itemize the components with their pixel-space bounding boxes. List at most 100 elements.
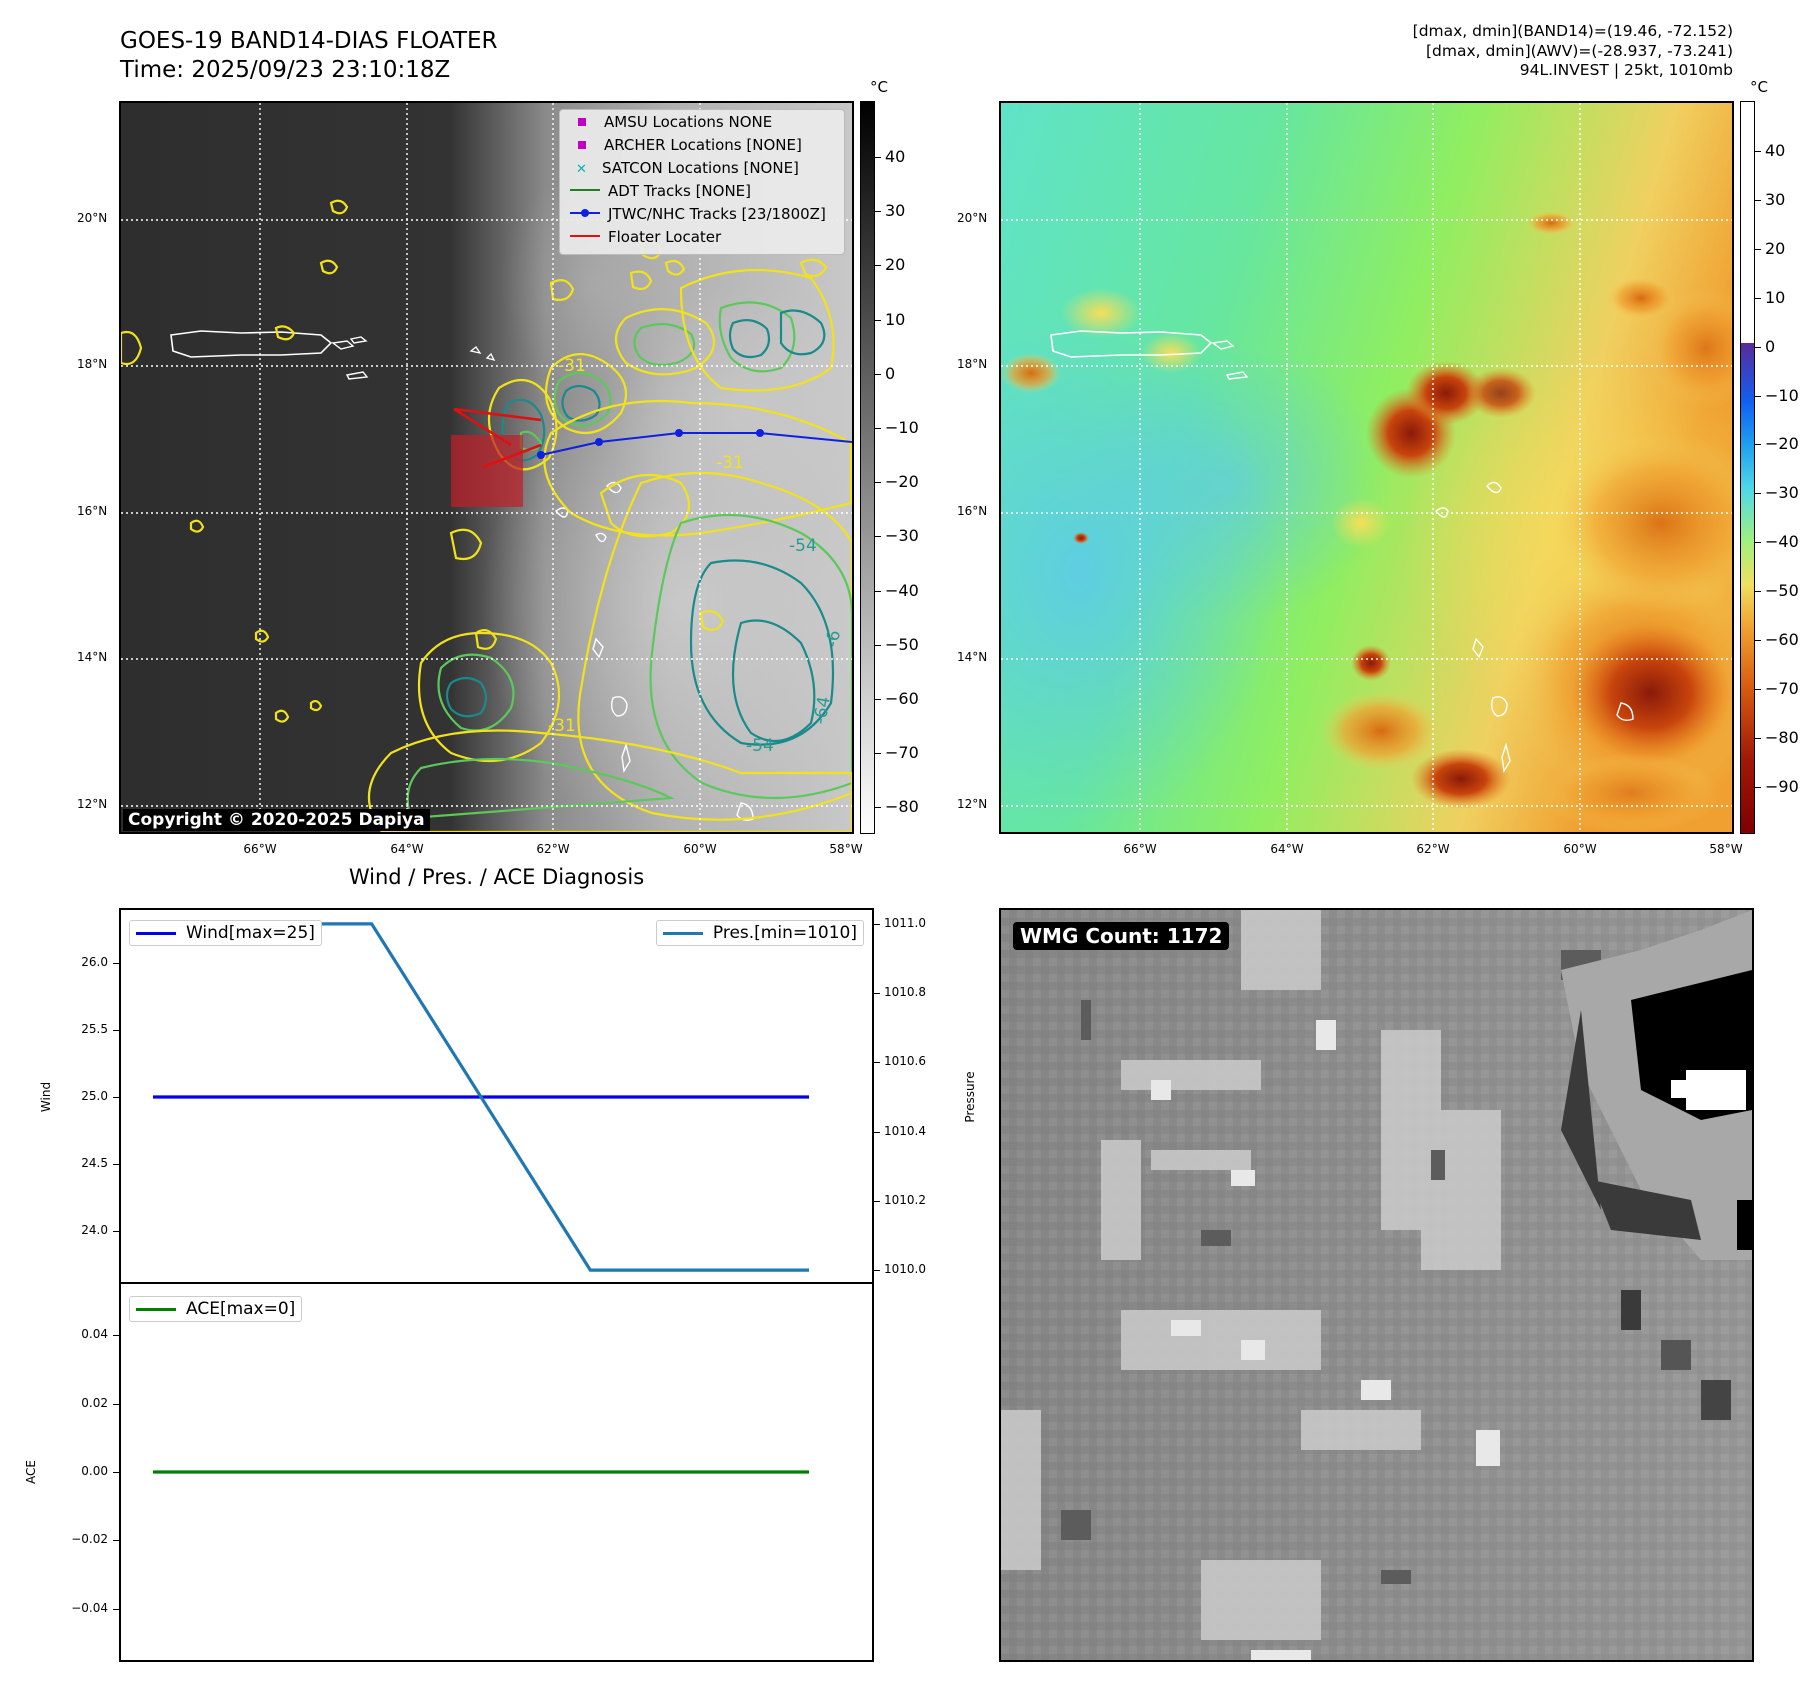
wind-legend: Wind[max=25] [129, 920, 322, 946]
legend-item-adt: ADT Tracks [NONE] [570, 182, 751, 200]
awv-map-layer [1001, 103, 1732, 832]
lon-label-64w-right: 64°W [1270, 842, 1304, 856]
pressure-axis-tick-label: 1010.8 [884, 985, 926, 1000]
lon-label-60w-right: 60°W [1563, 842, 1597, 856]
ace-line [153, 1470, 809, 1474]
awv-colorbar-tick-label: 30 [1765, 189, 1786, 209]
figure-title: GOES-19 BAND14-DIAS FLOATER Time: 2025/0… [120, 27, 498, 85]
lat-label-14n: 14°N [77, 650, 108, 664]
awv-colorbar-tick-label: −80 [1765, 727, 1799, 747]
wind-axis-tick-mark [113, 1163, 119, 1165]
lat-label-20n-right: 20°N [957, 211, 988, 225]
ace-axis-tick-label: 0.04 [81, 1327, 108, 1342]
ir-colorbar-tick-label: −70 [885, 743, 919, 763]
lon-label-64w: 64°W [390, 842, 424, 856]
awv-colorbar-tick-mark [1755, 688, 1761, 690]
wind-pressure-lines [153, 922, 809, 1272]
lon-label-62w: 62°W [536, 842, 570, 856]
ace-plot[interactable]: ACE[max=0] [119, 1282, 874, 1662]
line-dot-marker-icon [570, 209, 600, 217]
pressure-axis-tick-mark [874, 1200, 880, 1202]
ir-colorbar-tick-label: −80 [885, 797, 919, 817]
ir-colorbar-tick-mark [875, 590, 881, 592]
x-marker-icon: ✕ [576, 162, 587, 177]
ir-colorbar-tick-label: −50 [885, 634, 919, 654]
ir-colorbar-tick-mark [875, 211, 881, 213]
contour-label-5: -64 [810, 695, 835, 726]
awv-colorbar-tick-mark [1755, 640, 1761, 641]
awv-colorbar-tick-label: −90 [1765, 776, 1799, 796]
awv-colorbar-tick-mark [1755, 444, 1761, 446]
ir-colorbar [860, 101, 875, 834]
awv-colorbar-tick-mark [1755, 591, 1761, 593]
ir-satellite-map[interactable]: -31 -31 -31 -54 -54 -64 -6 AMSU Location… [119, 101, 854, 834]
legend-item-amsu: AMSU Locations NONE [570, 113, 772, 131]
ir-colorbar-tick-mark [875, 319, 881, 321]
wind-axis-tick-label: 26.0 [81, 955, 108, 970]
ir-colorbar-tick-mark [875, 644, 881, 646]
awv-colorbar-tick-mark [1755, 297, 1761, 299]
ir-colorbar-tick-mark [875, 373, 881, 375]
wind-axis-tick-mark [113, 1230, 119, 1232]
ir-colorbar-tick-label: −40 [885, 580, 919, 600]
info-awv-range: [dmax, dmin](AWV)=(-28.937, -73.241) [1426, 41, 1733, 60]
storm-info: [dmax, dmin](BAND14)=(19.46, -72.152) [d… [1413, 22, 1733, 81]
awv-colorbar-tick-mark [1755, 786, 1761, 788]
awv-colorbar-tick-label: −30 [1765, 483, 1799, 503]
pressure-axis-label: Pressure [963, 1071, 977, 1123]
pressure-axis-tick-label: 1011.0 [884, 915, 926, 930]
lat-label-16n-right: 16°N [957, 504, 988, 518]
ace-axis-tick-mark [113, 1335, 119, 1337]
legend-item-floater: Floater Locater [570, 228, 721, 246]
left-colorbar-unit: °C [870, 78, 888, 96]
wmg-count-label: WMG Count: 1172 [1013, 922, 1230, 950]
pressure-axis-tick-mark [874, 993, 880, 995]
ir-colorbar-tick-mark [875, 428, 881, 429]
wind-axis-tick-mark [113, 963, 119, 965]
lon-label-60w: 60°W [683, 842, 717, 856]
line-marker-icon [136, 931, 176, 935]
ir-colorbar-tick-mark [875, 482, 881, 484]
ir-colorbar-tick-label: 0 [885, 363, 896, 383]
pressure-axis-tick-label: 1010.6 [884, 1054, 926, 1069]
wind-pressure-plot[interactable]: Wind[max=25] Pres.[min=1010] [119, 908, 874, 1286]
awv-colorbar-tick-label: −40 [1765, 532, 1799, 552]
contour-label-1: -31 [558, 356, 586, 376]
awv-colorbar-tick-label: 20 [1765, 238, 1786, 258]
title-line-time: Time: 2025/09/23 23:10:18Z [120, 57, 451, 83]
legend-item-jtwc: JTWC/NHC Tracks [23/1800Z] [570, 205, 826, 223]
legend-item-archer: ARCHER Locations [NONE] [570, 136, 802, 154]
ace-axis-tick-label: −0.04 [71, 1600, 108, 1615]
lat-label-12n-right: 12°N [957, 797, 988, 811]
ace-axis-label: ACE [24, 1460, 38, 1484]
awv-satellite-map[interactable] [999, 101, 1734, 834]
title-line-satellite: GOES-19 BAND14-DIAS FLOATER [120, 28, 498, 54]
line-marker-icon [662, 931, 703, 935]
square-marker-icon [578, 118, 586, 126]
awv-colorbar-tick-mark [1755, 199, 1761, 201]
ir-colorbar-tick-label: −10 [885, 418, 919, 437]
contour-label-7: -31 [548, 716, 576, 736]
ace-axis-tick-mark [113, 1540, 119, 1542]
lon-label-66w-right: 66°W [1123, 842, 1157, 856]
line-marker-icon [570, 189, 600, 191]
ace-axis-tick-label: −0.02 [71, 1532, 108, 1547]
wmg-image-panel[interactable]: WMG Count: 1172 [999, 908, 1754, 1662]
awv-colorbar-tick-label: −70 [1765, 678, 1799, 698]
ir-colorbar-tick-mark [875, 753, 881, 755]
awv-colorbar-tick-mark [1755, 395, 1761, 397]
pressure-axis-tick-label: 1010.4 [884, 1123, 926, 1138]
ace-axis-tick-mark [113, 1472, 119, 1473]
pressure-legend: Pres.[min=1010] [655, 920, 864, 946]
lat-label-12n: 12°N [77, 797, 108, 811]
contour-label-6: -6 [822, 629, 845, 649]
map-legend: AMSU Locations NONE ARCHER Locations [NO… [559, 109, 845, 255]
diagnosis-title: Wind / Pres. / ACE Diagnosis [348, 865, 645, 889]
ir-colorbar-tick-label: 30 [885, 201, 906, 221]
awv-colorbar-tick-label: 40 [1765, 141, 1786, 160]
awv-colorbar-tick-mark [1755, 493, 1761, 495]
pressure-axis-tick-mark [874, 923, 880, 925]
contour-label-3: -54 [789, 536, 817, 556]
lon-label-58w-right: 58°W [1709, 842, 1743, 856]
lat-label-20n: 20°N [77, 211, 108, 225]
